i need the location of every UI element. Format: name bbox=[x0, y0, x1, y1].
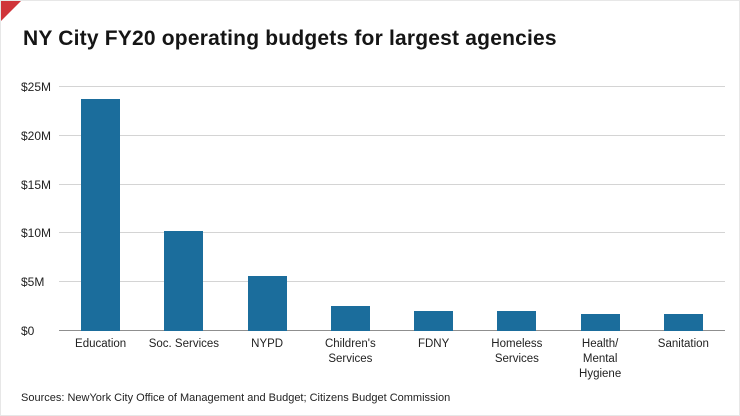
bar-slot bbox=[642, 87, 725, 331]
bar-slot bbox=[559, 87, 642, 331]
bar-soc-services bbox=[164, 231, 204, 331]
x-category-label: NYPD bbox=[251, 338, 284, 350]
gridline bbox=[59, 232, 725, 234]
bar-sanitation bbox=[663, 314, 703, 331]
x-axis-labels: Education Soc. Services NYPD Children's Ser… bbox=[59, 337, 725, 382]
bar-slot bbox=[392, 87, 475, 331]
bar-children-s bbox=[330, 305, 370, 331]
y-tick-label: $25M bbox=[21, 80, 52, 94]
bar-nypd bbox=[247, 276, 287, 331]
gridline bbox=[59, 134, 725, 136]
bar-slot bbox=[142, 87, 225, 331]
x-category-label: Homeless Services bbox=[491, 338, 543, 365]
red-corner-accent bbox=[1, 1, 21, 21]
x-axis-baseline bbox=[59, 330, 725, 331]
bar-slot bbox=[59, 87, 142, 331]
bars-container bbox=[59, 87, 725, 331]
x-category-label: Sanitation bbox=[657, 338, 709, 350]
x-category-label: Health/ Mental Hygiene bbox=[579, 338, 622, 380]
bar-health bbox=[580, 314, 620, 331]
bar-education bbox=[81, 98, 121, 331]
bar-slot bbox=[226, 87, 309, 331]
bar-slot bbox=[309, 87, 392, 331]
gridline bbox=[59, 86, 725, 87]
y-tick-label: $5M bbox=[21, 275, 45, 290]
bar-fdny bbox=[414, 310, 454, 331]
y-tick-label: $15M bbox=[21, 177, 52, 192]
gridline bbox=[59, 183, 725, 185]
x-category-label: Soc. Services bbox=[148, 338, 220, 350]
y-tick-label: $0 bbox=[21, 324, 35, 338]
bar-homeless bbox=[497, 310, 537, 331]
chart-title: NY City FY20 operating budgets for large… bbox=[23, 27, 557, 50]
y-tick-label: $10M bbox=[21, 226, 52, 241]
x-category-label: Children's Services bbox=[324, 338, 376, 365]
y-tick-label: $20M bbox=[21, 128, 52, 143]
x-category-label: FDNY bbox=[417, 338, 450, 350]
gridline bbox=[59, 281, 725, 283]
x-category-label: Education bbox=[75, 338, 127, 350]
source-note: Sources: NewYork City Office of Manageme… bbox=[21, 392, 451, 404]
plot-area: $0 $5M $10M $15M $20M $25M bbox=[21, 80, 725, 338]
bar-slot bbox=[475, 87, 558, 331]
